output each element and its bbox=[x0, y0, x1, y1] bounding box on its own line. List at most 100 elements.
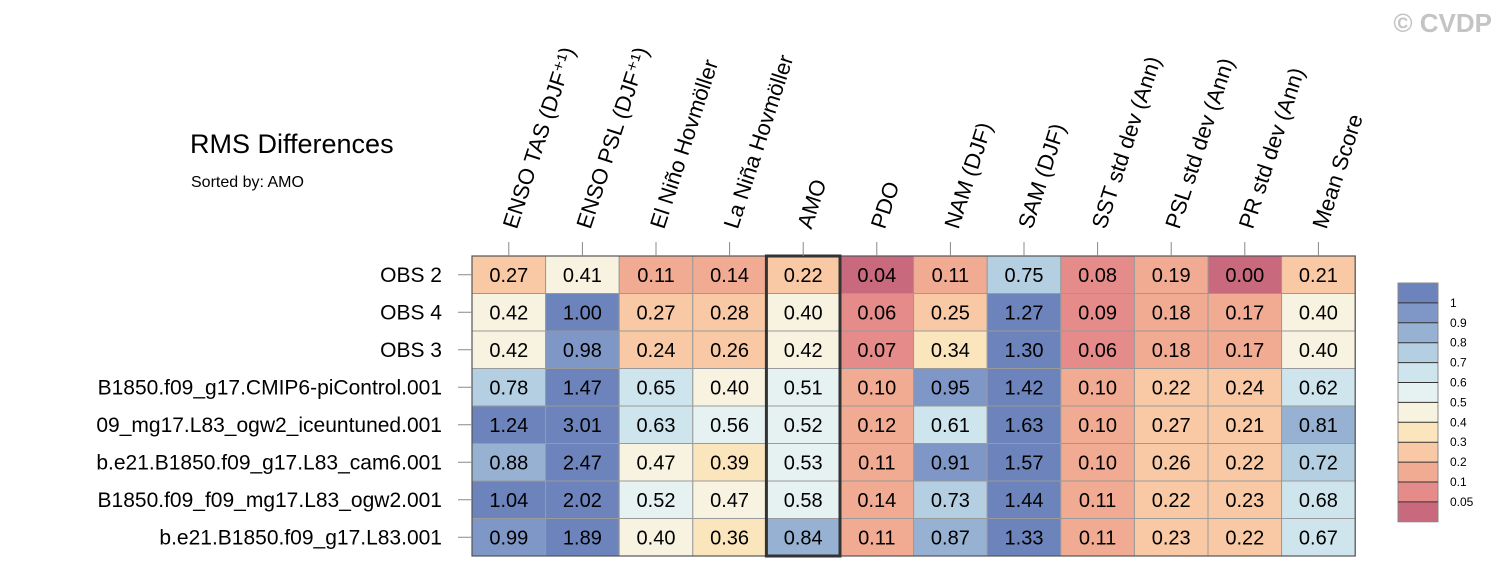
row-label: b.e21.B1850.f09_g17.L83.001 bbox=[159, 526, 442, 549]
column-label: PSL std dev (Ann) bbox=[1160, 55, 1239, 232]
heatmap-cell bbox=[692, 443, 767, 482]
cell-value-label: 1.44 bbox=[1005, 490, 1044, 512]
cell-value-label: 0.78 bbox=[489, 377, 528, 399]
cell-value-label: 1.57 bbox=[1005, 452, 1044, 474]
heatmap-cell bbox=[1281, 368, 1356, 407]
cell-value-label: 1.30 bbox=[1005, 340, 1044, 362]
legend-swatch bbox=[1398, 382, 1438, 403]
cell-value-label: 0.06 bbox=[1078, 340, 1117, 362]
heatmap-cell bbox=[471, 480, 547, 519]
column-label: El Niño Hovmöller bbox=[645, 56, 723, 231]
heatmap-cell bbox=[1281, 480, 1356, 519]
cell-value-label: 0.63 bbox=[637, 415, 676, 437]
legend-label: 1 bbox=[1450, 296, 1457, 310]
column-label: La Niña Hovmöller bbox=[719, 52, 799, 232]
legend-swatch bbox=[1398, 362, 1438, 383]
cell-value-label: 0.10 bbox=[1078, 415, 1117, 437]
cell-value-label: 0.26 bbox=[710, 340, 749, 362]
chart-title: RMS Differences bbox=[190, 129, 394, 159]
cell-value-label: 0.10 bbox=[857, 377, 896, 399]
column-label: AMO bbox=[792, 176, 831, 231]
cell-value-label: 0.26 bbox=[1152, 452, 1191, 474]
heatmap-cell bbox=[545, 293, 620, 332]
chart-subtitle: Sorted by: AMO bbox=[191, 174, 304, 191]
legend-label: 0.6 bbox=[1450, 376, 1467, 390]
cell-value-label: 0.75 bbox=[1005, 265, 1044, 287]
cell-value-label: 0.24 bbox=[637, 340, 676, 362]
legend-label: 0.5 bbox=[1450, 395, 1467, 409]
heatmap-cells: 0.27 0.41 0.11 0.14 0.22 0.04 0.11 0.75 0.08 0.19… bbox=[471, 254, 1356, 558]
cell-value-label: 3.01 bbox=[563, 415, 602, 437]
heatmap-cell bbox=[986, 293, 1062, 332]
cell-value-label: 1.24 bbox=[489, 415, 528, 437]
cell-value-label: 0.91 bbox=[931, 452, 970, 474]
cell-value-label: 0.40 bbox=[1299, 302, 1338, 324]
cell-value-label: 0.23 bbox=[1152, 527, 1191, 549]
cell-value-label: 0.42 bbox=[489, 302, 528, 324]
legend-swatch bbox=[1398, 342, 1438, 363]
cell-value-label: 0.10 bbox=[1078, 452, 1117, 474]
legend-label: 0.1 bbox=[1450, 475, 1467, 489]
cell-value-label: 0.22 bbox=[1152, 490, 1191, 512]
cell-value-label: 0.23 bbox=[1225, 490, 1264, 512]
heatmap-cell bbox=[839, 443, 915, 482]
cell-value-label: 1.04 bbox=[489, 490, 528, 512]
heatmap-cell bbox=[1133, 293, 1209, 332]
cell-value-label: 0.73 bbox=[931, 490, 970, 512]
cell-value-label: 0.08 bbox=[1078, 265, 1117, 287]
heatmap-cell bbox=[839, 405, 915, 444]
heatmap-cell bbox=[913, 443, 988, 482]
cell-value-label: 0.22 bbox=[1225, 452, 1264, 474]
heatmap-cell bbox=[1281, 443, 1356, 482]
heatmap-cell bbox=[1060, 443, 1135, 482]
heatmap-cell bbox=[1281, 518, 1356, 557]
cell-value-label: 0.17 bbox=[1225, 340, 1264, 362]
cell-value-label: 0.52 bbox=[637, 490, 676, 512]
heatmap-cell bbox=[765, 518, 841, 557]
cell-value-label: 0.95 bbox=[931, 377, 970, 399]
cell-value-label: 0.39 bbox=[710, 452, 749, 474]
cell-value-label: 0.19 bbox=[1152, 265, 1191, 287]
heatmap-cell bbox=[1207, 293, 1283, 332]
cell-value-label: 0.14 bbox=[857, 490, 896, 512]
cell-value-label: 0.11 bbox=[932, 265, 969, 287]
cell-value-label: 1.42 bbox=[1005, 377, 1044, 399]
column-labels: ENSO TAS (DJF⁺¹)ENSO PSL (DJF⁺¹)El Niño … bbox=[498, 44, 1368, 256]
legend-swatch bbox=[1398, 302, 1438, 323]
heatmap-cell bbox=[1207, 518, 1283, 557]
heatmap-cell bbox=[913, 330, 988, 369]
cell-value-label: 0.06 bbox=[857, 302, 896, 324]
heatmap-cell bbox=[1060, 368, 1135, 407]
legend-swatch bbox=[1398, 482, 1438, 502]
heatmap-cell bbox=[913, 405, 988, 444]
cell-value-label: 0.58 bbox=[784, 490, 823, 512]
column-label: Mean Score bbox=[1307, 111, 1367, 232]
row-label: B1850.f09_g17.CMIP6-piControl.001 bbox=[98, 376, 442, 399]
heatmap-cell bbox=[765, 330, 841, 369]
cell-value-label: 0.04 bbox=[857, 265, 896, 287]
cell-value-label: 0.11 bbox=[858, 527, 895, 549]
column-label: ENSO TAS (DJF⁺¹) bbox=[498, 44, 580, 232]
cell-value-label: 0.14 bbox=[710, 265, 749, 287]
row-label: B1850.f09_f09_mg17.L83_ogw2.001 bbox=[98, 489, 442, 512]
cell-value-label: 0.25 bbox=[931, 302, 970, 324]
row-label: OBS 3 bbox=[380, 339, 442, 362]
cell-value-label: 0.84 bbox=[784, 527, 823, 549]
heatmap-cell bbox=[765, 480, 841, 519]
legend-swatch bbox=[1398, 283, 1438, 303]
cell-value-label: 0.88 bbox=[489, 452, 528, 474]
cell-value-label: 0.51 bbox=[784, 377, 823, 399]
cell-value-label: 0.09 bbox=[1078, 302, 1117, 324]
heatmap-cell bbox=[1060, 480, 1135, 519]
heatmap-border bbox=[471, 255, 1356, 557]
cell-value-label: 1.47 bbox=[563, 377, 602, 399]
cell-value-label: 1.00 bbox=[563, 302, 602, 324]
cell-value-label: 0.00 bbox=[1225, 265, 1264, 287]
cell-value-label: 0.21 bbox=[1225, 415, 1264, 437]
cell-value-label: 0.98 bbox=[563, 340, 602, 362]
cell-value-label: 0.12 bbox=[857, 415, 896, 437]
heatmap-cell bbox=[692, 293, 767, 332]
heatmap-cell bbox=[1281, 330, 1356, 369]
legend-swatch bbox=[1398, 402, 1438, 423]
